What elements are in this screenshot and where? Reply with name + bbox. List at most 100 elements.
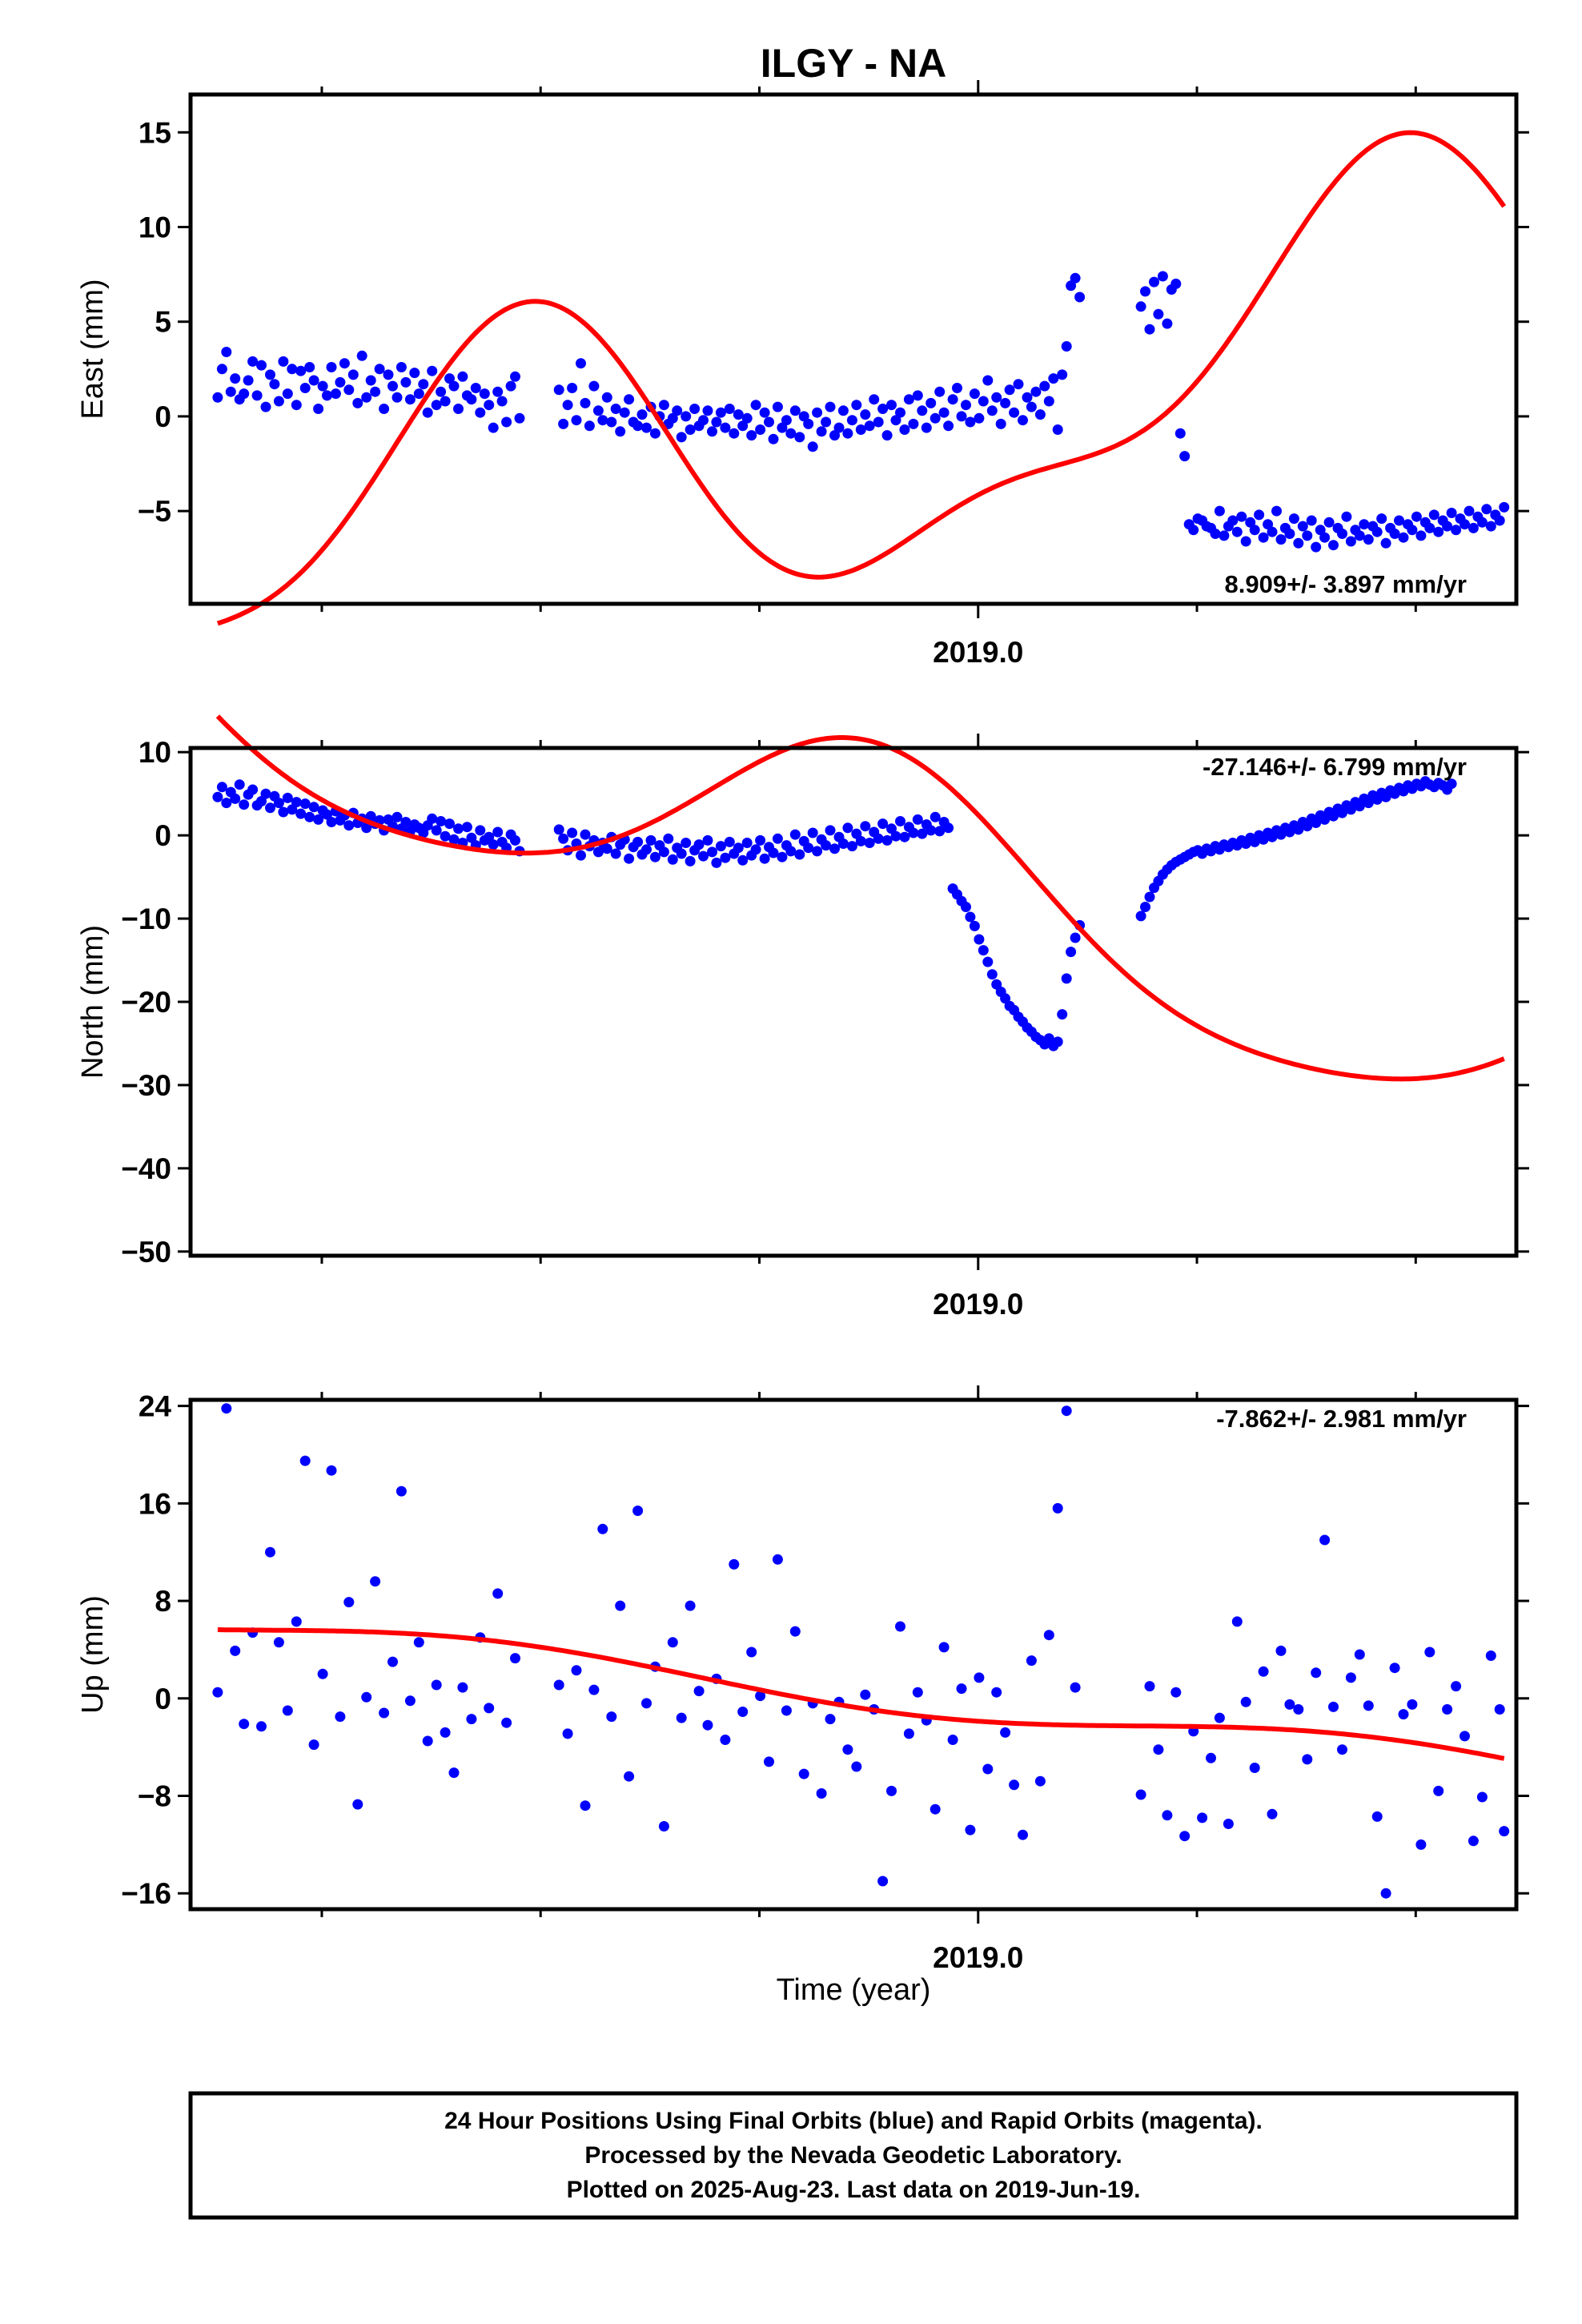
data-point — [982, 1763, 994, 1775]
data-point — [789, 1626, 801, 1637]
data-point — [926, 397, 937, 408]
data-point — [1263, 519, 1274, 530]
data-point — [873, 416, 884, 428]
data-point — [649, 851, 661, 862]
data-point — [619, 407, 630, 418]
data-point — [676, 1712, 687, 1723]
data-point — [514, 412, 525, 424]
x-tick-label: 2019.0 — [933, 1288, 1023, 1321]
data-point — [1446, 508, 1457, 518]
data-point — [1000, 397, 1011, 408]
data-point — [733, 842, 744, 854]
data-point — [1328, 540, 1339, 551]
data-point — [239, 388, 250, 400]
data-point — [440, 1727, 451, 1738]
data-point — [361, 822, 372, 834]
data-point — [978, 396, 989, 407]
data-point — [221, 1403, 232, 1414]
data-point — [947, 394, 958, 405]
data-point — [1174, 428, 1186, 439]
data-point — [282, 388, 293, 400]
data-point — [1179, 451, 1191, 462]
data-point — [974, 934, 985, 945]
data-point — [1451, 1681, 1462, 1692]
data-points — [212, 1403, 1510, 1899]
data-point — [777, 851, 788, 862]
data-point — [632, 1506, 644, 1516]
data-point — [755, 834, 766, 846]
data-point — [436, 816, 447, 826]
data-point — [943, 822, 954, 834]
data-point — [1144, 324, 1155, 335]
data-point — [1380, 537, 1391, 549]
y-tick-label: −16 — [121, 1877, 171, 1910]
data-point — [759, 853, 770, 864]
data-point — [789, 405, 801, 416]
data-point — [1043, 1630, 1054, 1641]
rate-annotation: -7.862+/- 2.981 mm/yr — [1216, 1405, 1467, 1433]
data-point — [624, 394, 635, 405]
y-tick-label: 8 — [155, 1585, 171, 1618]
data-point — [952, 383, 962, 393]
y-tick-label: −30 — [121, 1069, 171, 1102]
data-point — [1293, 1704, 1304, 1715]
data-point — [484, 1703, 495, 1714]
data-point — [837, 405, 849, 416]
data-point — [746, 1647, 757, 1658]
data-point — [1319, 1534, 1331, 1546]
data-point — [1236, 511, 1247, 522]
data-point — [1061, 1405, 1072, 1417]
data-point — [1214, 505, 1225, 517]
data-point — [505, 380, 516, 392]
data-point — [1271, 505, 1282, 517]
data-point — [886, 1785, 897, 1796]
data-point — [265, 802, 275, 814]
data-point — [1214, 1712, 1225, 1723]
data-point — [886, 400, 897, 411]
plot-frame — [188, 1397, 1519, 1912]
data-point — [567, 383, 578, 393]
data-point — [1380, 1888, 1391, 1899]
data-point — [1070, 1682, 1081, 1693]
data-point — [383, 369, 394, 380]
data-point — [440, 396, 451, 407]
y-tick-label: 15 — [139, 116, 171, 149]
data-point — [681, 838, 692, 848]
data-point — [908, 418, 919, 429]
data-point — [715, 841, 726, 852]
data-point — [1188, 525, 1199, 536]
data-point — [895, 816, 905, 826]
data-point — [260, 788, 271, 799]
data-points — [212, 776, 1457, 1051]
data-point — [890, 415, 901, 426]
data-point — [322, 390, 332, 401]
data-point — [597, 1523, 608, 1534]
data-point — [1066, 947, 1077, 958]
data-point — [291, 1616, 302, 1627]
data-point — [212, 1687, 223, 1698]
data-point — [974, 412, 985, 424]
x-tick-label: 2019.0 — [933, 636, 1023, 669]
data-point — [711, 857, 722, 868]
data-point — [265, 369, 275, 380]
data-point — [1223, 1819, 1234, 1829]
data-point — [610, 848, 621, 859]
data-point — [930, 1803, 941, 1815]
data-point — [592, 846, 604, 858]
data-point — [1245, 517, 1256, 528]
data-point — [374, 364, 385, 375]
data-point — [1354, 530, 1365, 541]
data-point — [343, 1597, 355, 1608]
data-point — [855, 424, 866, 435]
data-point — [453, 823, 464, 834]
data-point — [615, 1600, 626, 1611]
data-point — [1018, 415, 1028, 426]
data-point — [698, 850, 709, 862]
data-point — [1034, 1775, 1046, 1787]
data-point — [466, 394, 477, 405]
data-point — [624, 1771, 635, 1782]
data-point — [812, 407, 823, 418]
data-point — [1231, 526, 1243, 537]
data-point — [427, 365, 438, 376]
data-point — [601, 392, 612, 403]
